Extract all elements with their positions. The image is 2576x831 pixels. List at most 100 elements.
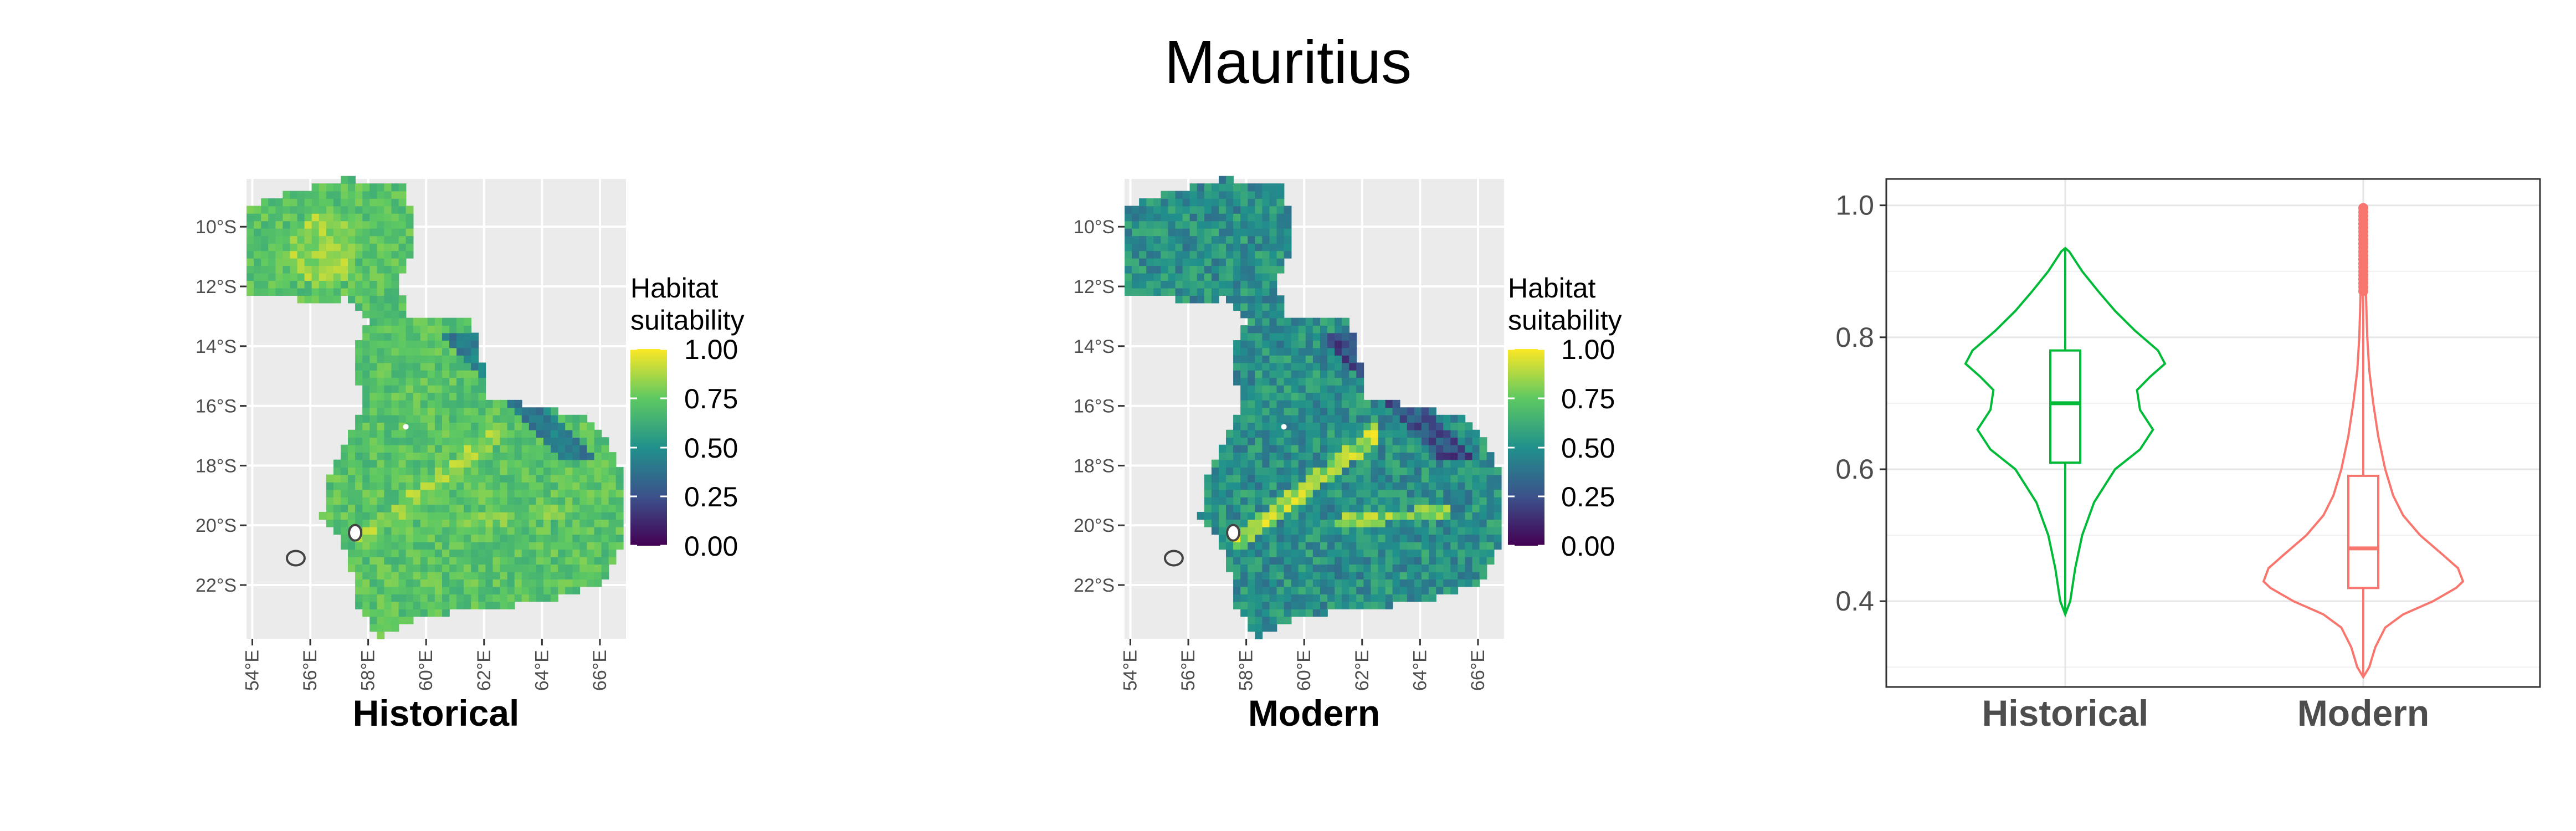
map-cell <box>507 526 515 535</box>
map-cell <box>572 511 581 520</box>
map-cell <box>514 586 522 594</box>
map-cell <box>1284 459 1292 468</box>
map-cell <box>406 609 414 617</box>
map-y-tick-label: 20°S <box>196 515 237 536</box>
map-cell <box>521 496 530 505</box>
map-cell <box>391 295 399 304</box>
map-cell <box>528 526 537 535</box>
map-cell <box>1327 571 1335 580</box>
map-cell <box>1161 198 1169 207</box>
map-cell <box>340 288 348 296</box>
map-cell <box>1342 482 1350 490</box>
map-cell <box>1233 377 1241 386</box>
map-cell <box>427 489 435 497</box>
map-cell <box>1197 243 1205 252</box>
map-cell <box>1248 496 1256 505</box>
map-cell <box>1414 549 1422 557</box>
map-cell <box>406 496 414 505</box>
map-cell <box>384 556 392 565</box>
map-cell <box>1255 325 1263 334</box>
map-cell <box>1356 571 1364 580</box>
map-cell <box>608 511 617 520</box>
map-cell <box>1385 459 1393 468</box>
map-cell <box>464 534 472 542</box>
map-cell <box>362 243 371 252</box>
map-cell <box>254 258 261 266</box>
map-cell <box>362 429 371 438</box>
map-cell <box>1327 414 1335 423</box>
map-cell <box>311 206 320 214</box>
violin-outline <box>1964 247 2167 618</box>
map-cell <box>370 549 378 557</box>
map-cell <box>1414 444 1422 453</box>
map-cell <box>1298 347 1306 356</box>
map-cell <box>1284 392 1292 401</box>
map-cell <box>551 467 558 475</box>
map-cell <box>370 541 378 550</box>
map-cell <box>1255 347 1263 356</box>
map-cell <box>1233 191 1241 199</box>
map-cell <box>1399 414 1408 423</box>
map-cell <box>464 452 472 460</box>
map-cell <box>1269 526 1277 535</box>
map-cell <box>413 399 421 408</box>
map-cell <box>1436 444 1444 453</box>
map-cell <box>471 370 479 378</box>
map-cell <box>543 586 551 594</box>
map-cell <box>1240 526 1249 535</box>
map-cell <box>1356 474 1364 483</box>
map-cell <box>594 519 602 527</box>
map-cell <box>377 392 385 401</box>
map-cell <box>1486 482 1495 490</box>
map-cell <box>1175 206 1183 214</box>
map-cell <box>1291 496 1299 505</box>
map-cell <box>449 519 457 527</box>
map-cell <box>1255 556 1263 565</box>
map-cell <box>427 452 435 460</box>
map-cell <box>370 370 378 378</box>
map-cell <box>579 534 588 542</box>
map-cell <box>1255 235 1263 244</box>
map-cell <box>406 616 414 624</box>
map-cell <box>521 594 530 602</box>
map-cell <box>485 467 494 475</box>
map-cell <box>398 355 407 363</box>
map-cell <box>333 288 341 296</box>
map-cell <box>1356 496 1364 505</box>
map-cell <box>551 407 558 416</box>
map-cell <box>1291 519 1299 527</box>
map-cell <box>1248 467 1256 475</box>
map-cell <box>1312 534 1321 542</box>
map-cell <box>1291 459 1299 468</box>
map-cell <box>1378 437 1386 445</box>
map-cell <box>565 482 573 490</box>
map-cell <box>1421 407 1429 416</box>
map-cell <box>420 556 428 565</box>
map-cell <box>1305 332 1313 341</box>
map-cell <box>471 534 479 542</box>
map-cell <box>1479 534 1487 542</box>
map-cell <box>543 579 551 587</box>
map-cell <box>536 511 544 520</box>
map-cell <box>283 243 291 252</box>
map-cell <box>398 586 407 594</box>
map-cell <box>1472 564 1480 572</box>
map-cell <box>528 519 537 527</box>
map-cell <box>261 213 269 222</box>
map-cell <box>370 302 378 311</box>
map-cell <box>370 414 378 423</box>
map-cell <box>615 504 624 512</box>
map-cell <box>1371 549 1379 557</box>
map-cell <box>1486 511 1495 520</box>
map-cell <box>478 564 486 572</box>
map-cell <box>1240 206 1249 214</box>
map-cell <box>456 594 464 602</box>
map-cell <box>348 489 356 497</box>
map-cell <box>1342 474 1350 483</box>
map-cell <box>1153 220 1162 229</box>
map-cell <box>1342 370 1350 378</box>
map-cell <box>551 422 558 430</box>
map-cell <box>1305 377 1313 386</box>
map-cell <box>1436 586 1444 594</box>
map-cell <box>1132 280 1140 289</box>
